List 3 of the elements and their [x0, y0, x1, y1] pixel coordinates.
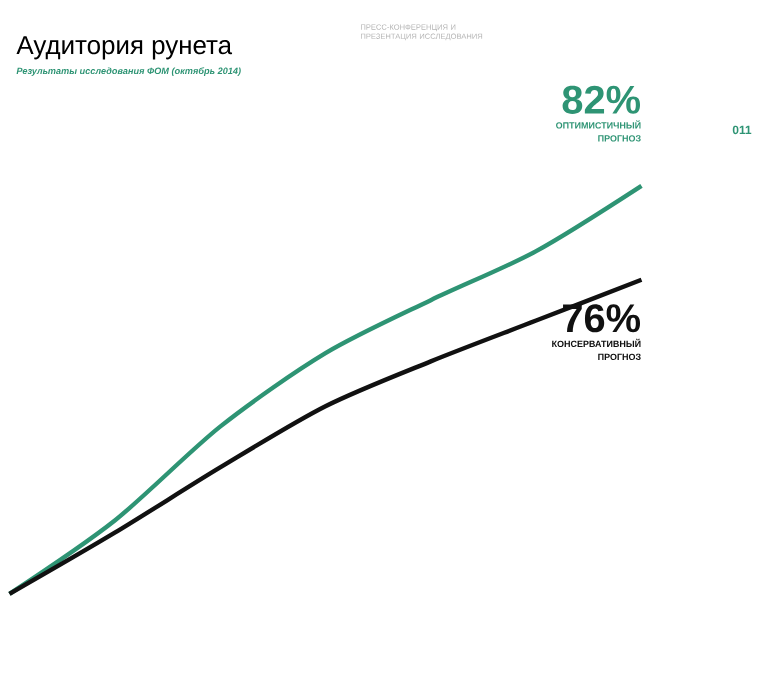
text: 82% — [562, 85, 641, 114]
chart-title: Аудитория рунета — [16, 36, 233, 60]
annotation: 76% — [563, 304, 641, 333]
